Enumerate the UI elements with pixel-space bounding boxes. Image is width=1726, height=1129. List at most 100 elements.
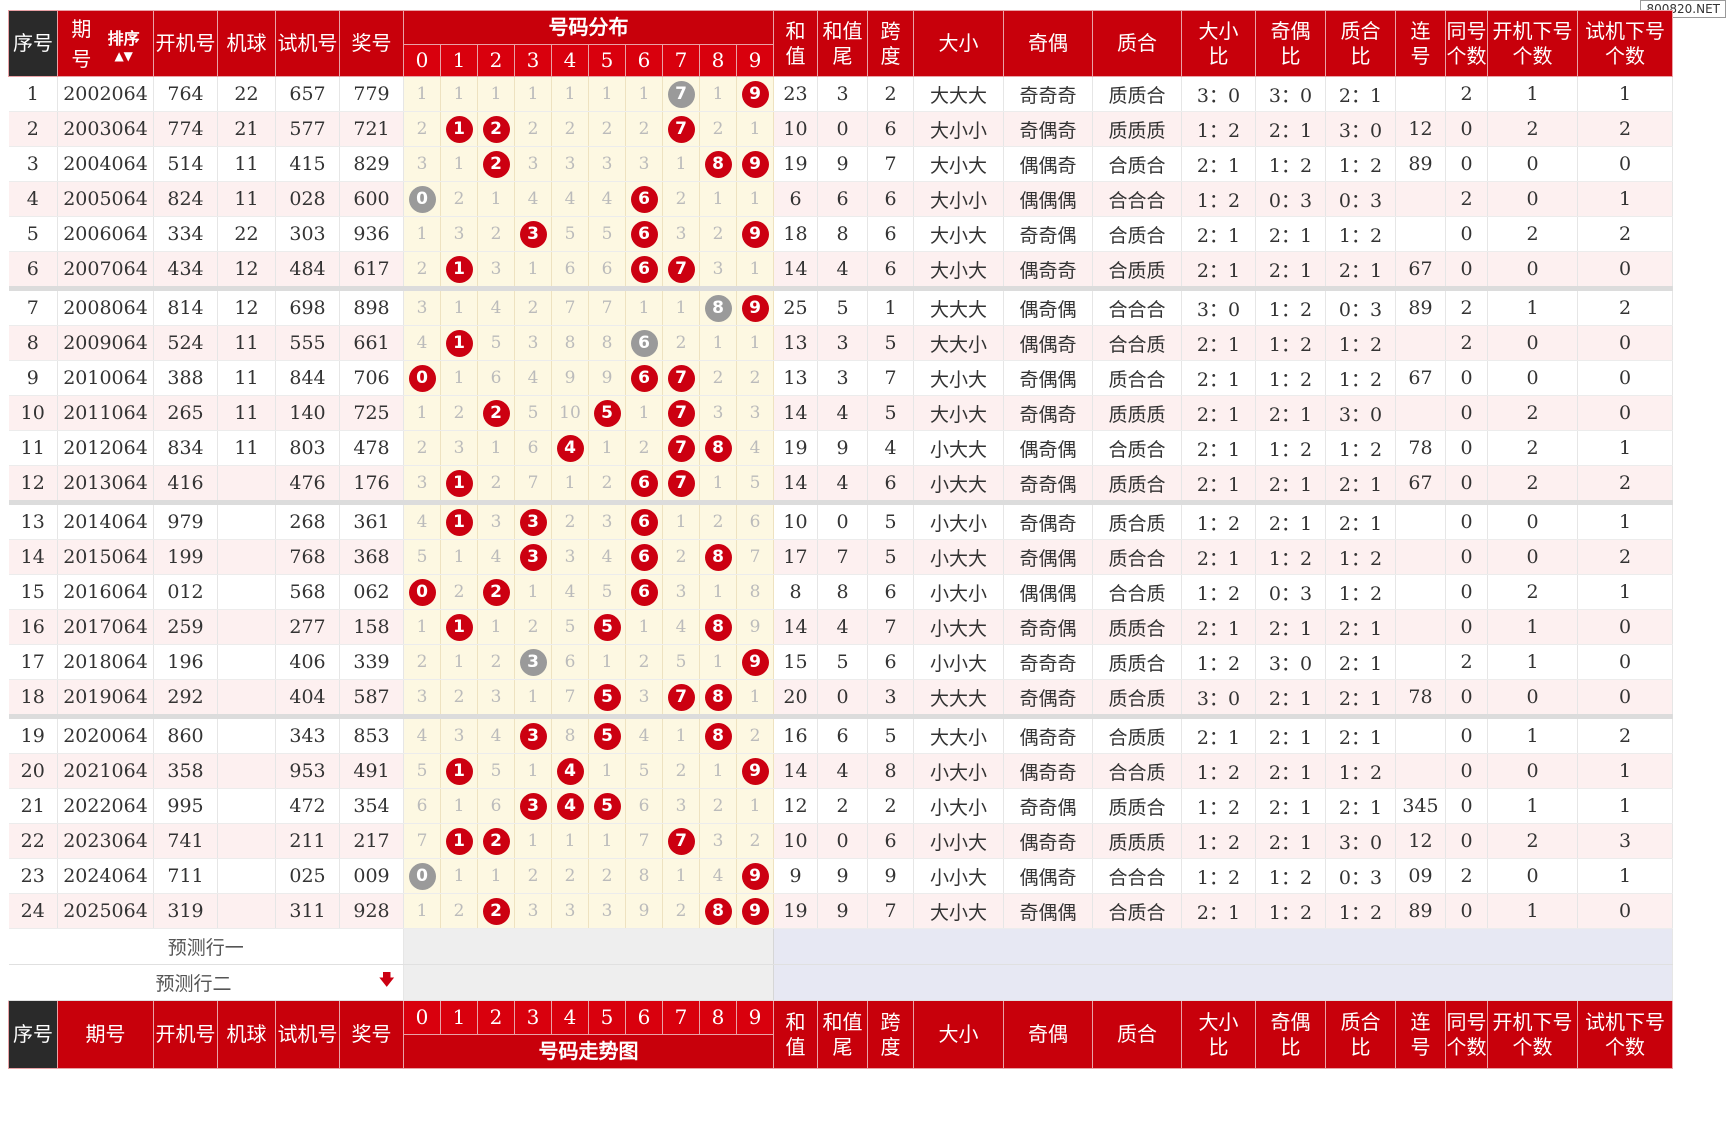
hit-ball: 9 xyxy=(741,294,769,322)
arrow-down-icon[interactable]: 🡇 xyxy=(378,970,395,989)
cell-prime-ratio: 2：1 xyxy=(1325,465,1396,503)
cell-digit-3: 3 xyxy=(514,539,552,575)
cell-digit-1: 1 xyxy=(440,539,478,575)
table-row[interactable]: 15 2016064 012 568 062 0 2 2 1 4 5 6 3 1 8 8 8 6 小大小 偶偶偶 合合质… xyxy=(8,574,1673,610)
hit-ball: 9 xyxy=(741,757,769,785)
table-row[interactable]: 23 2024064 711 025 009 0 1 1 2 2 2 8 1 4 9 9 9 9 小小大 偶偶奇 合合合… xyxy=(8,858,1673,894)
sort-label[interactable]: 排序 xyxy=(107,29,140,48)
cell-tail: 0 xyxy=(817,823,868,859)
table-row[interactable]: 20 2021064 358 953 491 5 1 5 1 4 1 5 2 1 9 14 4 8 小大小 偶奇奇 合合… xyxy=(8,753,1673,789)
cell-digit-8: 8 xyxy=(699,893,737,929)
cell-consecutive: 89 xyxy=(1395,286,1446,326)
predict-row-1[interactable]: 预测行一 xyxy=(8,928,1673,965)
cell-digit-5: 5 xyxy=(588,574,626,610)
cell-prize: 853 xyxy=(339,714,404,754)
table-row[interactable]: 8 2009064 524 11 555 661 4 1 5 3 8 8 6 2 1 1 13 3 5 大大小 偶偶奇合… xyxy=(8,325,1673,361)
cell-open: 388 xyxy=(153,360,218,396)
cell-digit-2: 3 xyxy=(477,251,515,289)
cell-prime-ratio: 2：1 xyxy=(1325,609,1396,645)
cell-consecutive xyxy=(1395,644,1446,680)
cell-digit-9: 1 xyxy=(736,788,774,824)
cell-parity-ratio: 2：1 xyxy=(1255,823,1326,859)
cell-tail: 6 xyxy=(817,714,868,754)
footer-prime: 质合 xyxy=(1092,1000,1182,1069)
cell-digit-4: 9 xyxy=(551,360,589,396)
predict-digits-2[interactable] xyxy=(403,964,774,1001)
cell-digit-8: 8 xyxy=(699,714,737,754)
hit-ball: 9 xyxy=(741,862,769,890)
header-digit-1: 1 xyxy=(440,44,478,77)
cell-tail: 3 xyxy=(817,360,868,396)
cell-digit-0: 2 xyxy=(403,644,441,680)
cell-open: 860 xyxy=(153,714,218,754)
cell-digit-9: 8 xyxy=(736,574,774,610)
predict-row-2[interactable]: 预测行二 🡇 xyxy=(8,964,1673,1001)
cell-digit-6: 6 xyxy=(625,574,663,610)
cell-sum: 10 xyxy=(773,823,818,859)
table-row[interactable]: 11 2012064 834 11 803 478 2 3 1 6 4 1 2 7 8 4 19 9 4 小大大 偶奇偶… xyxy=(8,430,1673,466)
sort-arrows-icon[interactable]: ▲▼ xyxy=(114,49,133,63)
cell-digit-9: 6 xyxy=(736,500,774,540)
footer-digit-2: 2 xyxy=(477,1000,515,1035)
table-row[interactable]: 1 2002064 764 22 657 779 1 1 1 1 1 1 1 7 1 9 23 3 2 大大大 奇奇奇质… xyxy=(8,76,1673,112)
cell-digit-1: 1 xyxy=(440,251,478,289)
hit-ball: 8 xyxy=(704,722,732,750)
cell-digit-7: 4 xyxy=(662,609,700,645)
table-row[interactable]: 13 2014064 979 268 361 4 1 3 3 2 3 6 1 2 6 10 0 5 小大小 奇偶奇 质合… xyxy=(8,500,1673,540)
cell-prime-ratio: 2：1 xyxy=(1325,788,1396,824)
cell-machine xyxy=(217,679,276,717)
header-same: 同号 个数 xyxy=(1445,10,1488,77)
table-row[interactable]: 12 2013064 416 476 176 3 1 2 7 1 2 6 7 1 5 14 4 6 小大大 奇奇偶 质质… xyxy=(8,465,1673,503)
cell-tail: 3 xyxy=(817,76,868,112)
footer-parity-ratio: 奇偶比 xyxy=(1255,1000,1326,1069)
table-row[interactable]: 17 2018064 196 406 339 2 1 2 3 6 1 2 5 1 9 15 5 6 小小大 奇奇奇 质质… xyxy=(8,644,1673,680)
cell-span: 5 xyxy=(867,395,914,431)
cell-open: 196 xyxy=(153,644,218,680)
cell-prime: 质合合 xyxy=(1092,539,1182,575)
footer-machine: 机球 xyxy=(217,1000,276,1069)
cell-digit-4: 4 xyxy=(551,181,589,217)
table-row[interactable]: 9 2010064 388 11 844 706 0 1 6 4 9 9 6 7 2 2 13 3 7 大小大 奇偶偶质… xyxy=(8,360,1673,396)
cell-parity: 奇偶奇 xyxy=(1003,395,1093,431)
cell-seq: 17 xyxy=(8,644,58,680)
table-row[interactable]: 5 2006064 334 22 303 936 1 3 2 3 5 5 6 3 2 9 18 8 6 大小大 奇奇偶合… xyxy=(8,216,1673,252)
cell-test: 303 xyxy=(275,216,340,252)
cell-digit-6: 6 xyxy=(625,360,663,396)
cell-consecutive: 12 xyxy=(1395,823,1446,859)
cell-seq: 21 xyxy=(8,788,58,824)
table-row[interactable]: 10 2011064 265 11 140 725 1 2 2 5 10 5 1 7 3 3 14 4 5 大小大 奇偶… xyxy=(8,395,1673,431)
table-row[interactable]: 21 2022064 995 472 354 6 1 6 3 4 5 6 3 2 1 12 2 2 小大小 奇奇偶 质质… xyxy=(8,788,1673,824)
cell-digit-1: 3 xyxy=(440,216,478,252)
predict-digits-1[interactable] xyxy=(403,928,774,965)
cell-digit-4: 8 xyxy=(551,714,589,754)
cell-digit-2: 3 xyxy=(477,500,515,540)
header-span: 跨度 xyxy=(867,10,914,77)
cell-span: 6 xyxy=(867,111,914,147)
cell-parity: 偶奇偶 xyxy=(1003,430,1093,466)
table-row[interactable]: 18 2019064 292 404 587 3 2 3 1 7 5 3 7 8 1 20 0 3 大大大 奇偶奇 质合… xyxy=(8,679,1673,717)
table-row[interactable]: 3 2004064 514 11 415 829 3 1 2 3 3 3 3 1 8 9 19 9 7 大小大 偶偶奇合… xyxy=(8,146,1673,182)
table-row[interactable]: 14 2015064 199 768 368 5 1 4 3 3 4 6 2 8 7 17 7 5 小大大 奇偶偶 质合… xyxy=(8,539,1673,575)
hit-ball: 4 xyxy=(556,757,584,785)
table-row[interactable]: 6 2007064 434 12 484 617 2 1 3 1 6 6 6 7 3 1 14 4 6 大小大 偶奇奇合… xyxy=(8,251,1673,289)
table-row[interactable]: 19 2020064 860 343 853 4 3 4 3 8 5 4 1 8 2 16 6 5 大大小 偶奇奇 合质… xyxy=(8,714,1673,754)
header-digit-3: 3 xyxy=(514,44,552,77)
cell-digit-3: 4 xyxy=(514,360,552,396)
table-row[interactable]: 7 2008064 814 12 698 898 3 1 4 2 7 7 1 1 8 9 25 5 1 大大大 偶奇偶合… xyxy=(8,286,1673,326)
cell-open: 741 xyxy=(153,823,218,859)
cell-machine xyxy=(217,500,276,540)
table-row[interactable]: 24 2025064 319 311 928 1 2 2 3 3 3 9 2 8 9 19 9 7 大小大 奇偶偶 合质… xyxy=(8,893,1673,929)
hit-ball: 3 xyxy=(519,220,547,248)
header-period[interactable]: 期 号 排序 ▲▼ xyxy=(57,10,154,77)
table-row[interactable]: 16 2017064 259 277 158 1 1 1 2 5 5 1 4 8 9 14 4 7 小大大 奇奇偶 质质… xyxy=(8,609,1673,645)
table-row[interactable]: 4 2005064 824 11 028 600 0 2 1 4 4 4 6 2 1 1 6 6 6 大小小 偶偶偶 合合… xyxy=(8,181,1673,217)
table-row[interactable]: 22 2023064 741 211 217 7 1 2 1 1 1 7 7 3 2 10 0 6 小小大 偶奇奇 质质… xyxy=(8,823,1673,859)
hit-ball: 9 xyxy=(741,897,769,925)
table-row[interactable]: 2 2003064 774 21 577 721 2 1 2 2 2 2 2 7 2 1 10 0 6 大小小 奇偶奇质… xyxy=(8,111,1673,147)
hit-ball: 6 xyxy=(630,364,658,392)
cell-parity: 偶奇偶 xyxy=(1003,286,1093,326)
cell-consecutive: 78 xyxy=(1395,679,1446,717)
cell-digit-7: 7 xyxy=(662,823,700,859)
cell-tail: 8 xyxy=(817,574,868,610)
cell-digit-2: 1 xyxy=(477,609,515,645)
